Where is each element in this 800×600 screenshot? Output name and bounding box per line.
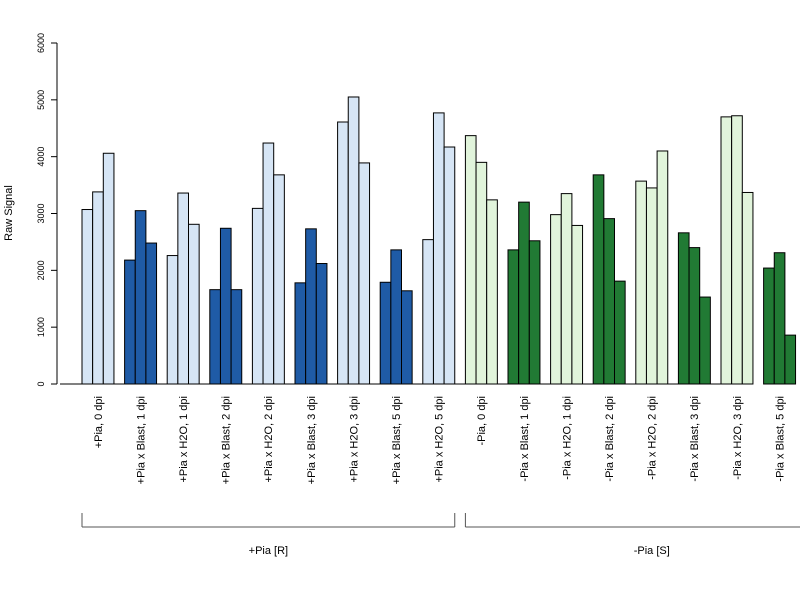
- bar-0-5-0: [294, 282, 307, 385]
- y-tick-label-3: 3000: [36, 203, 46, 223]
- y-tick-label-0: 0: [36, 381, 46, 386]
- bar-1-7-0: [763, 267, 775, 385]
- bar-0-6-0: [337, 121, 349, 385]
- bar-0-3-2: [230, 289, 243, 385]
- category-label-10: -Pia x Blast, 1 dpi: [519, 396, 531, 482]
- bar-0-1-0: [124, 259, 136, 385]
- category-label-9: -Pia, 0 dpi: [476, 396, 488, 446]
- y-tick-label-5: 5000: [36, 90, 46, 110]
- category-label-3: +Pia x Blast, 2 dpi: [221, 396, 233, 484]
- bar-0-6-1: [347, 96, 360, 385]
- y-tick-label-1: 1000: [36, 317, 46, 337]
- y-tick-label-4: 4000: [36, 147, 46, 167]
- bar-1-1-0: [507, 249, 520, 385]
- category-label-13: -Pia x H2O, 2 dpi: [647, 396, 659, 480]
- bar-1-4-1: [645, 187, 658, 385]
- bar-0-5-2: [315, 263, 328, 385]
- bar-0-4-0: [251, 207, 264, 385]
- bar-0-4-2: [273, 174, 285, 385]
- bar-0-8-2: [443, 146, 456, 385]
- bar-0-8-1: [432, 112, 445, 385]
- bar-0-2-0: [166, 255, 179, 385]
- group-label-0: +Pia [R]: [249, 545, 288, 557]
- bar-1-0-2: [486, 199, 498, 385]
- bar-1-5-0: [677, 232, 690, 385]
- bar-0-2-1: [177, 192, 190, 385]
- bar-1-2-2: [571, 224, 584, 385]
- category-label-5: +Pia x Blast, 3 dpi: [306, 396, 318, 484]
- bar-0-0-0: [81, 209, 94, 385]
- bar-1-6-1: [731, 115, 743, 385]
- bar-1-0-0: [464, 135, 477, 385]
- bar-1-7-1: [773, 252, 786, 385]
- y-tick-label-6: 6000: [36, 33, 46, 53]
- bar-1-2-0: [550, 214, 562, 385]
- bar-1-5-1: [688, 247, 701, 385]
- bar-0-0-1: [92, 191, 104, 385]
- group-label-1: -Pia [S]: [634, 545, 670, 557]
- bar-0-7-0: [379, 281, 392, 385]
- bar-1-1-1: [518, 201, 530, 385]
- bar-0-7-2: [401, 290, 413, 385]
- bar-1-2-1: [560, 193, 573, 385]
- category-label-8: +Pia x H2O, 5 dpi: [434, 396, 446, 483]
- bar-1-1-2: [528, 240, 541, 385]
- y-tick-label-2: 2000: [36, 260, 46, 280]
- category-label-4: +Pia x H2O, 2 dpi: [263, 396, 275, 483]
- category-label-15: -Pia x H2O, 3 dpi: [732, 396, 744, 480]
- bar-0-8-0: [422, 239, 434, 385]
- bar-0-7-1: [390, 249, 403, 385]
- bar-0-6-2: [358, 162, 371, 385]
- bar-0-1-1: [134, 210, 147, 385]
- bar-1-7-2: [784, 334, 797, 385]
- bar-0-4-1: [262, 142, 275, 385]
- bar-0-2-2: [188, 223, 200, 385]
- category-label-7: +Pia x Blast, 5 dpi: [391, 396, 403, 484]
- bar-1-6-0: [720, 116, 733, 385]
- bar-1-6-2: [741, 191, 754, 385]
- bar-1-3-2: [614, 280, 626, 385]
- category-label-0: +Pia, 0 dpi: [93, 396, 105, 448]
- bar-0-0-2: [102, 152, 115, 385]
- bar-0-3-1: [219, 227, 232, 385]
- bar-1-3-1: [603, 218, 615, 385]
- bar-0-1-2: [145, 242, 158, 385]
- bar-0-3-0: [209, 289, 221, 385]
- category-label-16: -Pia x Blast, 5 dpi: [774, 396, 786, 482]
- category-label-14: -Pia x Blast, 3 dpi: [689, 396, 701, 482]
- bar-1-4-2: [656, 150, 669, 385]
- category-label-11: -Pia x H2O, 1 dpi: [561, 396, 573, 480]
- category-label-1: +Pia x Blast, 1 dpi: [135, 396, 147, 484]
- bar-1-0-1: [475, 161, 488, 385]
- bar-0-5-1: [305, 228, 317, 385]
- category-label-2: +Pia x H2O, 1 dpi: [178, 396, 190, 483]
- bar-1-5-2: [699, 296, 711, 385]
- y-axis-title: Raw Signal: [3, 185, 15, 241]
- bar-1-4-0: [635, 180, 647, 385]
- category-label-6: +Pia x H2O, 3 dpi: [348, 396, 360, 483]
- bar-1-3-0: [592, 174, 605, 385]
- category-label-12: -Pia x Blast, 2 dpi: [604, 396, 616, 482]
